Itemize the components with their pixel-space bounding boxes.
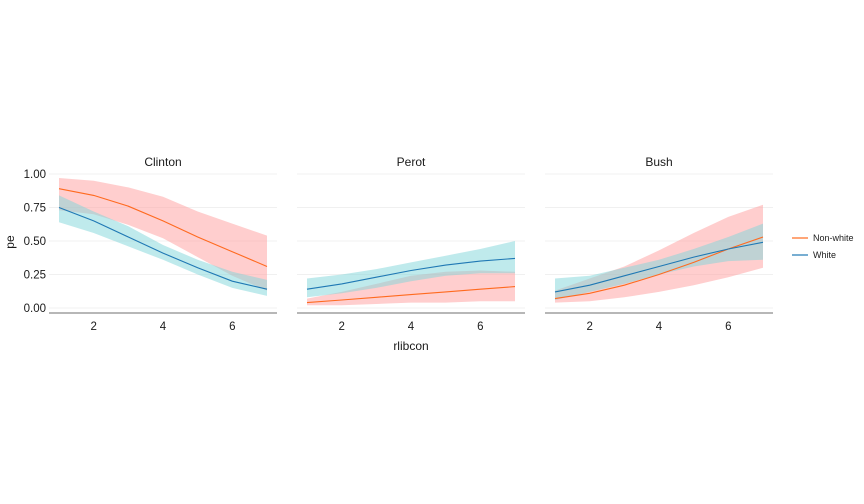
confidence-band-white (307, 241, 515, 298)
legend: Non-white White (792, 233, 854, 260)
x-tick-label: 2 (90, 321, 96, 333)
facet-title: Perot (397, 155, 426, 169)
legend-label: Non-white (813, 233, 854, 243)
series-line-white (58, 206, 268, 290)
x-tick-label: 4 (408, 321, 415, 333)
confidence-band-non-white (59, 178, 267, 291)
confidence-band-white (59, 195, 267, 296)
y-tick-label: 1.00 (24, 169, 46, 181)
y-tick-label: 0.50 (24, 236, 46, 248)
facet-panel-clinton: Clinton 2 4 6 (49, 155, 277, 333)
x-tick-label: 6 (229, 321, 235, 333)
x-tick-label: 6 (477, 321, 483, 333)
y-axis-title: pe (3, 235, 17, 249)
facet-title: Clinton (144, 155, 181, 169)
x-axis-title: rlibcon (393, 339, 428, 353)
x-tick-label: 6 (725, 321, 731, 333)
y-tick-label: 0.75 (24, 203, 46, 215)
series-line-white (554, 241, 764, 293)
facet-panel-perot: Perot 2 4 6 (297, 155, 525, 333)
x-tick-label: 4 (160, 321, 167, 333)
y-tick-label: 0.25 (24, 270, 46, 282)
x-tick-label: 4 (656, 321, 663, 333)
facet-title: Bush (645, 155, 672, 169)
legend-label: White (813, 250, 836, 260)
x-tick-label: 2 (586, 321, 592, 333)
confidence-band-non-white (307, 270, 515, 306)
series-line-non-white (306, 286, 516, 304)
series-line-non-white (58, 188, 268, 268)
x-tick-label: 2 (338, 321, 344, 333)
facet-panel-bush: Bush 2 4 6 (545, 155, 773, 333)
series-line-white (306, 257, 516, 290)
y-tick-label: 0.00 (24, 303, 46, 315)
